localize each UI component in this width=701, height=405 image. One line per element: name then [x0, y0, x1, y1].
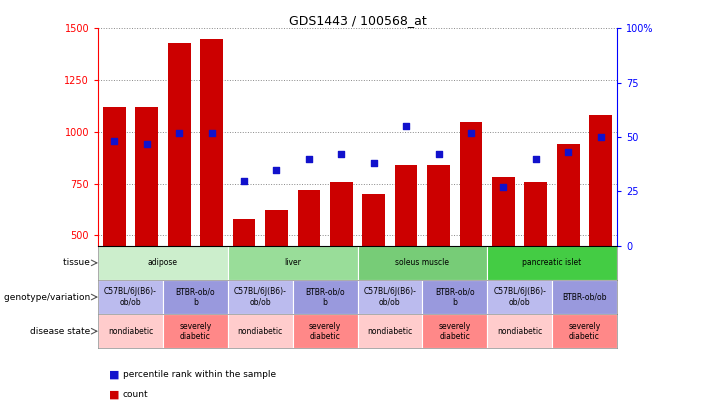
- Text: severely
diabetic: severely diabetic: [309, 322, 341, 341]
- Bar: [358, 280, 422, 314]
- Text: BTBR-ob/o
b: BTBR-ob/o b: [435, 287, 475, 307]
- Text: liver: liver: [284, 258, 301, 267]
- Bar: [228, 280, 293, 314]
- Text: severely
diabetic: severely diabetic: [569, 322, 601, 341]
- Text: BTBR-ob/ob: BTBR-ob/ob: [562, 292, 606, 302]
- Text: adipose: adipose: [148, 258, 178, 267]
- Bar: [358, 314, 422, 348]
- Text: BTBR-ob/o
b: BTBR-ob/o b: [175, 287, 215, 307]
- Point: [465, 130, 477, 136]
- Text: nondiabetic: nondiabetic: [497, 327, 543, 336]
- Text: nondiabetic: nondiabetic: [108, 327, 154, 336]
- Text: severely
diabetic: severely diabetic: [179, 322, 212, 341]
- Text: soleus muscle: soleus muscle: [395, 258, 449, 267]
- Text: pancreatic islet: pancreatic islet: [522, 258, 582, 267]
- Bar: [460, 122, 482, 339]
- Bar: [358, 246, 487, 280]
- Text: ■: ■: [109, 370, 119, 379]
- Point: [498, 184, 509, 190]
- Point: [141, 141, 152, 147]
- Text: C57BL/6J(B6)-
ob/ob: C57BL/6J(B6)- ob/ob: [494, 287, 546, 307]
- Point: [368, 160, 379, 166]
- Bar: [293, 280, 358, 314]
- Bar: [590, 115, 612, 339]
- Point: [271, 166, 282, 173]
- Bar: [557, 144, 580, 339]
- Text: tissue: tissue: [63, 258, 95, 267]
- Bar: [492, 177, 515, 339]
- Text: ■: ■: [109, 390, 119, 400]
- Point: [530, 156, 541, 162]
- Bar: [330, 181, 353, 339]
- Bar: [265, 209, 288, 339]
- Bar: [168, 43, 191, 339]
- Bar: [98, 246, 228, 280]
- Text: C57BL/6J(B6)-
ob/ob: C57BL/6J(B6)- ob/ob: [234, 287, 287, 307]
- Bar: [135, 107, 158, 339]
- Point: [433, 151, 444, 158]
- Text: count: count: [123, 390, 149, 399]
- Point: [595, 134, 606, 140]
- Bar: [103, 107, 125, 339]
- Bar: [487, 280, 552, 314]
- Bar: [98, 314, 163, 348]
- Bar: [297, 190, 320, 339]
- Bar: [427, 165, 450, 339]
- Bar: [552, 280, 617, 314]
- Bar: [228, 246, 358, 280]
- Bar: [293, 314, 358, 348]
- Bar: [228, 314, 293, 348]
- Bar: [163, 280, 228, 314]
- Point: [206, 130, 217, 136]
- Point: [304, 156, 315, 162]
- Bar: [233, 219, 255, 339]
- Bar: [552, 314, 617, 348]
- Bar: [487, 314, 552, 348]
- Text: C57BL/6J(B6)-
ob/ob: C57BL/6J(B6)- ob/ob: [104, 287, 157, 307]
- Text: BTBR-ob/o
b: BTBR-ob/o b: [305, 287, 345, 307]
- Bar: [422, 280, 487, 314]
- Bar: [200, 39, 223, 339]
- Point: [400, 123, 411, 130]
- Bar: [524, 181, 547, 339]
- Title: GDS1443 / 100568_at: GDS1443 / 100568_at: [289, 14, 426, 27]
- Text: severely
diabetic: severely diabetic: [439, 322, 471, 341]
- Bar: [422, 314, 487, 348]
- Text: nondiabetic: nondiabetic: [238, 327, 283, 336]
- Bar: [487, 246, 617, 280]
- Point: [238, 177, 250, 184]
- Bar: [395, 165, 418, 339]
- Text: nondiabetic: nondiabetic: [367, 327, 413, 336]
- Point: [174, 130, 185, 136]
- Bar: [163, 314, 228, 348]
- Point: [563, 149, 574, 156]
- Text: genotype/variation: genotype/variation: [4, 292, 95, 302]
- Point: [336, 151, 347, 158]
- Text: percentile rank within the sample: percentile rank within the sample: [123, 370, 275, 379]
- Text: C57BL/6J(B6)-
ob/ob: C57BL/6J(B6)- ob/ob: [364, 287, 416, 307]
- Bar: [98, 280, 163, 314]
- Text: disease state: disease state: [29, 327, 95, 336]
- Point: [109, 138, 120, 145]
- Bar: [362, 194, 385, 339]
